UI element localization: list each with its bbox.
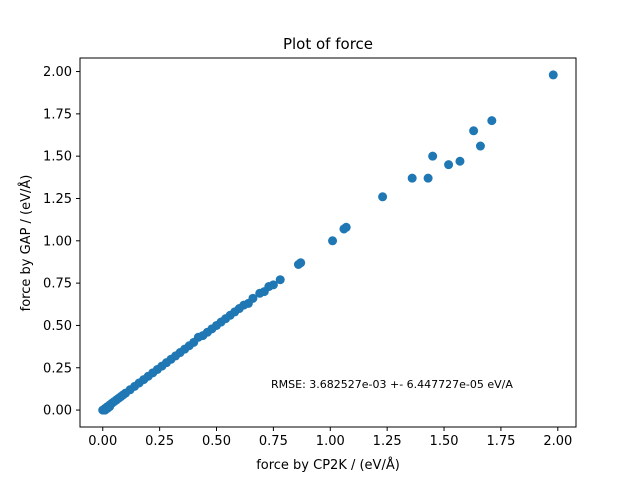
data-point	[469, 126, 479, 136]
rmse-annotation: RMSE: 3.682527e-03 +- 6.447727e-05 eV/A	[271, 378, 513, 391]
y-tick-label: 0.50	[43, 319, 72, 334]
data-point	[378, 192, 388, 202]
x-tick-label: 0.50	[202, 434, 231, 449]
data-point	[407, 173, 417, 183]
x-tick-label: 1.00	[316, 434, 345, 449]
y-tick-label: 1.25	[43, 192, 72, 207]
data-point	[293, 260, 303, 270]
data-points	[98, 70, 558, 415]
x-tick-label: 0.00	[88, 434, 117, 449]
y-tick-label: 0.25	[43, 361, 72, 376]
y-tick-label: 1.00	[43, 234, 72, 249]
data-point	[548, 70, 558, 80]
data-point	[444, 160, 454, 170]
y-axis-ticks: 0.00 0.25 0.50 0.75 1.00 1.25 1.50 1.75 2.00	[43, 65, 80, 419]
x-axis-ticks: 0.00 0.25 0.50 0.75 1.00 1.25 1.50 1.75 2.00	[88, 427, 572, 449]
data-point	[423, 173, 433, 183]
y-tick-label: 0.00	[43, 404, 72, 419]
x-tick-label: 1.75	[486, 434, 515, 449]
y-axis-label: force by GAP / (eV/Å)	[18, 175, 34, 312]
data-point	[255, 288, 265, 298]
x-tick-label: 0.25	[145, 434, 174, 449]
axes-frame	[79, 57, 577, 428]
data-point	[428, 151, 438, 161]
y-tick-label: 1.75	[43, 107, 72, 122]
data-point	[487, 116, 497, 126]
data-point	[341, 222, 351, 232]
y-tick-label: 0.75	[43, 277, 72, 292]
x-tick-label: 2.00	[543, 434, 572, 449]
x-axis-label: force by CP2K / (eV/Å)	[256, 457, 400, 473]
y-tick-label: 2.00	[43, 65, 72, 80]
x-tick-label: 1.25	[373, 434, 402, 449]
x-tick-label: 0.75	[259, 434, 288, 449]
data-point	[105, 402, 115, 412]
x-tick-label: 1.50	[430, 434, 459, 449]
data-point	[455, 156, 465, 166]
data-point	[475, 141, 485, 151]
y-tick-label: 1.50	[43, 150, 72, 165]
data-point	[275, 275, 285, 285]
data-point	[328, 236, 338, 246]
chart-title: Plot of force	[283, 35, 373, 53]
